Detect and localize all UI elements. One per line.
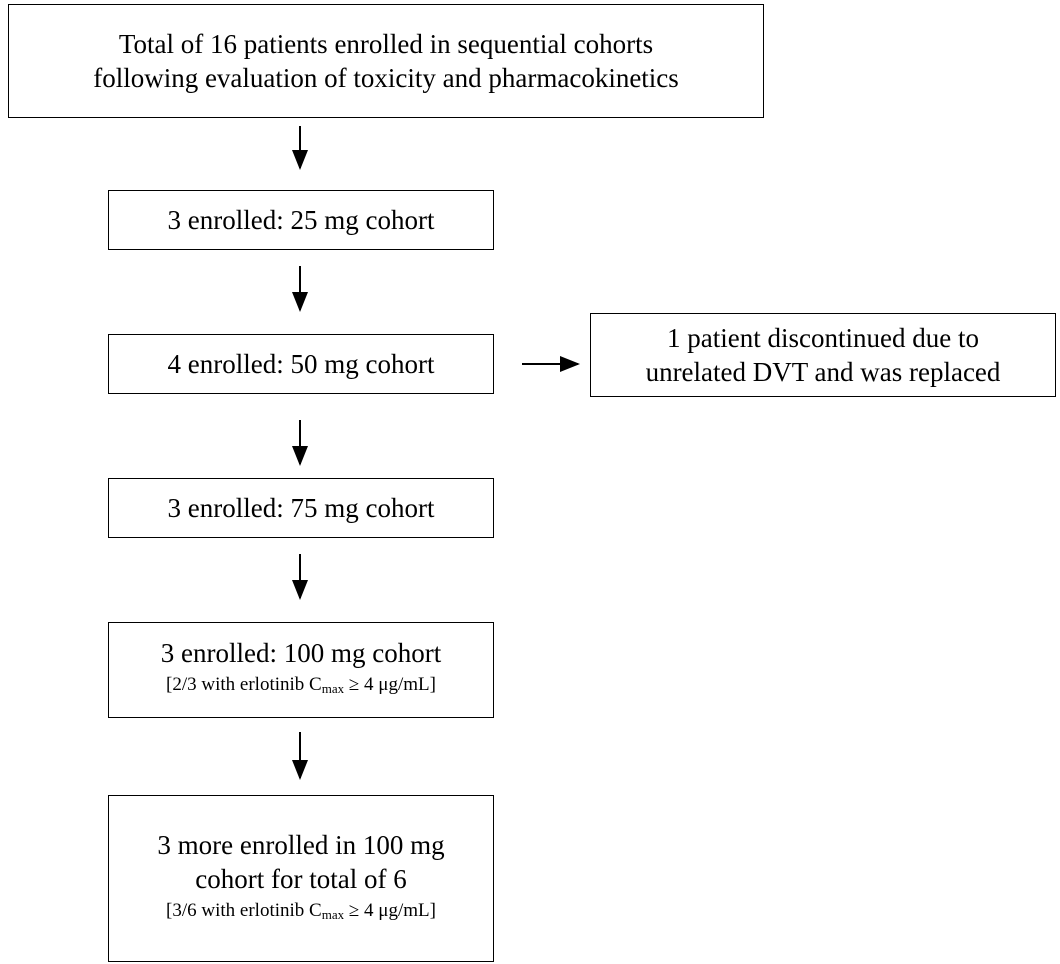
node-text: 1 patient discontinued due to: [667, 323, 979, 353]
node-note: [2/3 with erlotinib Cmax ≥ 4 μg/mL]: [166, 670, 436, 704]
node-text: cohort for total of 6: [195, 863, 407, 894]
node-text: 3 enrolled: 75 mg cohort: [167, 493, 435, 523]
note-text: ≥ 4 μg/mL]: [344, 899, 436, 921]
subscript: max: [321, 906, 345, 922]
node-text: unrelated DVT and was replaced: [645, 357, 1001, 387]
node-box: 3 enrolled: 100 mg cohort [2/3 with erlot…: [108, 622, 494, 718]
subscript: max: [321, 681, 345, 696]
node-box: 1 patient discontinued due to unrelated D…: [590, 313, 1056, 397]
node-text: 3 enrolled: 25 mg cohort: [167, 205, 435, 235]
node-note: [3/6 with erlotinib Cmax ≥ 4 μg/mL]: [166, 896, 436, 930]
node-text: 3 more enrolled in 100 mg: [157, 829, 445, 860]
node-box: 3 enrolled: 25 mg cohort: [108, 190, 494, 250]
note-text: [2/3 with erlotinib C: [166, 674, 322, 695]
node-text: 3 enrolled: 100 mg cohort: [160, 638, 442, 668]
node-box: 4 enrolled: 50 mg cohort: [108, 334, 494, 394]
note-text: ≥ 4 μg/mL]: [344, 674, 436, 695]
node-text: following evaluation of toxicity and pha…: [93, 63, 679, 93]
note-text: [3/6 with erlotinib C: [166, 899, 322, 921]
node-box: 3 more enrolled in 100 mg cohort for tota…: [108, 795, 494, 962]
node-text: Total of 16 patients enrolled in sequent…: [118, 29, 654, 59]
node-box: 3 enrolled: 75 mg cohort: [108, 478, 494, 538]
node-text: 4 enrolled: 50 mg cohort: [167, 349, 435, 379]
node-box: Total of 16 patients enrolled in sequent…: [8, 4, 764, 118]
